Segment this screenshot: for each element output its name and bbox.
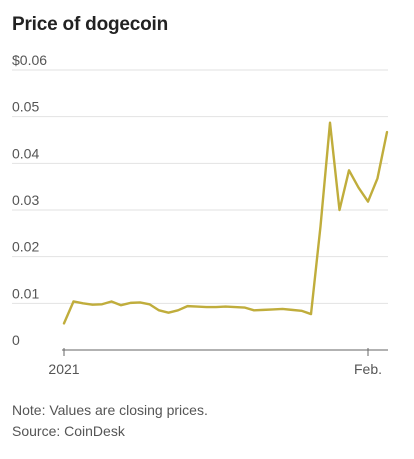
source-text: Source: CoinDesk [12, 423, 125, 439]
y-tick-label-3: 0.03 [12, 192, 39, 208]
y-tick-label-5: 0.05 [12, 99, 39, 115]
y-tick-label-6: $0.06 [12, 52, 47, 68]
series-line-0 [62, 121, 389, 325]
chart-notes: Note: Values are closing prices. Source:… [12, 400, 208, 442]
y-tick-label-0: 0 [12, 332, 20, 348]
y-tick-label-2: 0.02 [12, 239, 39, 255]
y-axis-tick-labels: 0 0.01 0.02 0.03 0.04 0.05 $0.06 [12, 52, 47, 348]
chart-title: Price of dogecoin [12, 14, 169, 35]
note-text: Note: Values are closing prices. [12, 402, 208, 418]
y-tick-label-4: 0.04 [12, 145, 39, 161]
y-tick-label-1: 0.01 [12, 285, 39, 301]
x-tick-label-0: 2021 [48, 361, 79, 377]
x-axis-ticks: 2021 Feb. [48, 348, 382, 377]
series-layer [62, 121, 389, 325]
gridlines [12, 69, 388, 351]
x-tick-label-1: Feb. [354, 361, 382, 377]
dogecoin-price-chart: 0 0.01 0.02 0.03 0.04 0.05 $0.06 2021 Feb. [12, 52, 389, 377]
